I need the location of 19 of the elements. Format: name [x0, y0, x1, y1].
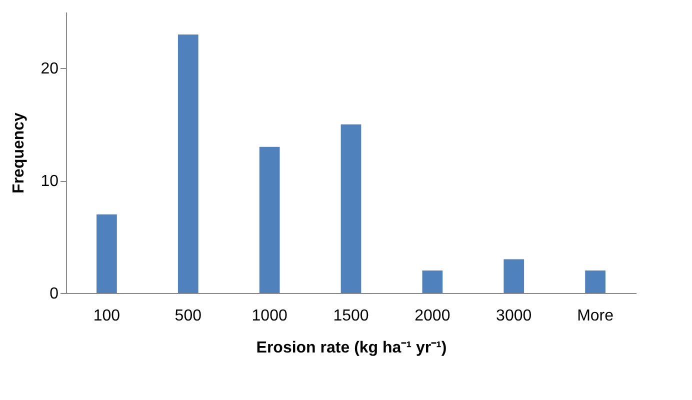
bar	[178, 34, 198, 293]
x-tick-label: 500	[174, 308, 202, 324]
x-tick-label: 1500	[333, 308, 369, 324]
y-tick-label: 20	[40, 60, 59, 78]
bar	[259, 146, 280, 293]
x-tick-label: 2000	[414, 308, 450, 324]
bar	[585, 270, 606, 293]
y-tick-label: 0	[50, 286, 59, 302]
bar	[504, 259, 524, 293]
y-axis-title: Frequency	[10, 112, 28, 194]
y-tick-label: 10	[40, 173, 59, 190]
bar	[340, 124, 362, 293]
x-tick-label: 3000	[496, 308, 532, 324]
x-tick-label: 1000	[252, 308, 288, 324]
x-tick-label: 100	[93, 308, 120, 324]
x-axis-title: Erosion rate (kg ha⁻¹ yr⁻¹)	[256, 340, 447, 356]
bar	[96, 214, 117, 293]
x-tick-label: More	[577, 308, 614, 324]
bar	[422, 270, 443, 293]
